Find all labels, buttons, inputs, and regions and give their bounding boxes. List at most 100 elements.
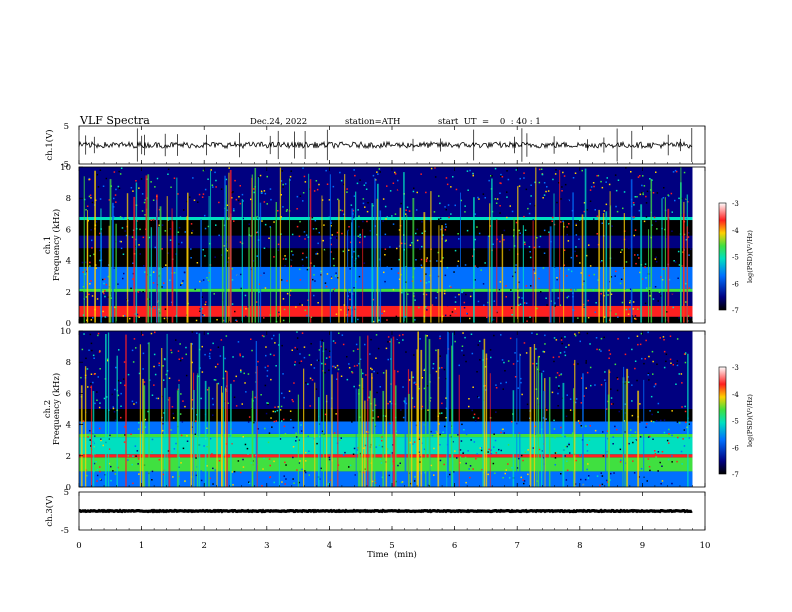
spectrogram-pixel (612, 443, 614, 445)
spectrogram-pixel (328, 216, 330, 219)
spectrogram-pixel (264, 192, 267, 195)
spectrogram-pixel (277, 406, 280, 408)
spectrogram-pixel (85, 296, 88, 298)
spectrogram-pixel (267, 402, 269, 404)
sferic-streak (446, 354, 448, 487)
spectrogram-pixel (384, 280, 386, 283)
spectrogram-pixel (680, 173, 683, 175)
spectrogram-pixel (655, 440, 657, 442)
spectrogram-pixel (123, 314, 126, 317)
spectrogram-pixel (669, 335, 672, 337)
spectrogram-pixel (168, 377, 171, 379)
spectrogram-pixel (462, 290, 464, 292)
spectrogram-pixel (239, 353, 241, 355)
spectrogram-pixel (375, 239, 378, 241)
spectrogram-pixel (583, 202, 586, 204)
spectrogram-pixel (312, 228, 315, 230)
spectrogram-pixel (445, 417, 447, 419)
sferic-streak (308, 173, 310, 323)
spectrogram-pixel (252, 260, 255, 262)
spectrogram-pixel (239, 202, 242, 205)
spectrogram-pixel (541, 419, 544, 421)
spectrogram-pixel (163, 317, 166, 320)
spectrogram-pixel (535, 348, 537, 350)
spectrogram-pixel (435, 349, 437, 352)
spectrogram-pixel (183, 209, 185, 211)
spectrogram-pixel (82, 299, 85, 301)
spectrogram-pixel (632, 202, 635, 204)
spectrogram-pixel (619, 172, 621, 175)
sferic-streak (193, 390, 195, 487)
spectrogram-pixel (527, 449, 529, 451)
y-tick-label: 10 (60, 163, 71, 173)
spectrogram-pixel (364, 267, 366, 270)
sferic-streak (519, 353, 521, 487)
sferic-streak (687, 353, 689, 487)
spectrogram-pixel (587, 299, 589, 302)
spectrogram-pixel (218, 460, 221, 462)
spectrogram-pixel (455, 188, 458, 191)
spectrogram-pixel (564, 455, 566, 457)
sferic-streak (80, 385, 83, 487)
spectrogram-pixel (335, 313, 338, 315)
spectrogram-pixel (226, 370, 229, 372)
spectrogram-pixel (283, 418, 285, 421)
spectrogram-pixel (330, 251, 332, 253)
sferic-streak (582, 373, 584, 487)
spectrogram-pixel (524, 229, 527, 231)
spectrogram-pixel (353, 216, 355, 219)
spectrogram-pixel (511, 314, 513, 316)
spectrogram-pixel (688, 437, 690, 439)
spectrogram-pixel (575, 459, 577, 462)
spectrogram-pixel (648, 466, 651, 468)
spectrogram-pixel (614, 174, 617, 176)
spectrogram-pixel (617, 338, 619, 340)
spectrogram-pixel (525, 285, 528, 287)
y-tick-label: -5 (61, 160, 69, 170)
spectrogram-pixel (296, 348, 299, 350)
spectrogram-pixel (89, 261, 91, 264)
spectrogram-pixel (560, 337, 563, 339)
spectrogram-pixel (136, 450, 139, 452)
spectrogram-pixel (258, 291, 260, 293)
spectrogram-pixel (378, 319, 380, 321)
spectrogram-pixel (681, 382, 683, 384)
spectrogram-pixel (448, 216, 450, 219)
spectrogram-pixel (277, 249, 280, 251)
spectrogram-pixel (232, 391, 234, 393)
spectrogram-pixel (384, 248, 387, 250)
spectrogram-pixel (278, 311, 280, 314)
spectrogram-pixel (598, 348, 601, 351)
spectrogram-pixel (144, 214, 146, 216)
spectrogram-pixel (400, 409, 402, 411)
spectrogram-pixel (674, 199, 676, 202)
spectrogram-pixel (444, 314, 447, 317)
spectrogram-band-2 (79, 291, 693, 306)
spectrogram-pixel (292, 259, 295, 261)
spectrogram-pixel (420, 264, 423, 266)
spectrogram-pixel (419, 338, 421, 340)
spectrogram-pixel (653, 255, 655, 258)
spectrogram-pixel (515, 400, 517, 402)
spectrogram-pixel (523, 177, 525, 179)
spectrogram-pixel (536, 333, 538, 335)
spectrogram-pixel (676, 421, 679, 423)
spectrogram-pixel (343, 183, 345, 186)
spectrogram-pixel (517, 387, 519, 389)
spectrogram-pixel (161, 295, 163, 297)
y-tick-label: 2 (66, 288, 71, 298)
sferic-streak (385, 369, 388, 487)
spectrogram-pixel (683, 438, 685, 440)
spectrogram-pixel (523, 342, 526, 344)
spectrogram-pixel (362, 220, 364, 223)
spectrogram-pixel (574, 250, 576, 253)
spectrogram-pixel (137, 458, 140, 460)
spectrogram-pixel (198, 278, 201, 281)
spectrogram-pixel (539, 234, 542, 237)
spectrogram-pixel (123, 361, 126, 363)
spectrogram-pixel (467, 373, 469, 375)
spectrogram-pixel (330, 277, 333, 279)
spectrogram-pixel (345, 449, 347, 452)
spectrogram-pixel (346, 191, 348, 193)
ch1-waveform-line (78, 128, 693, 162)
